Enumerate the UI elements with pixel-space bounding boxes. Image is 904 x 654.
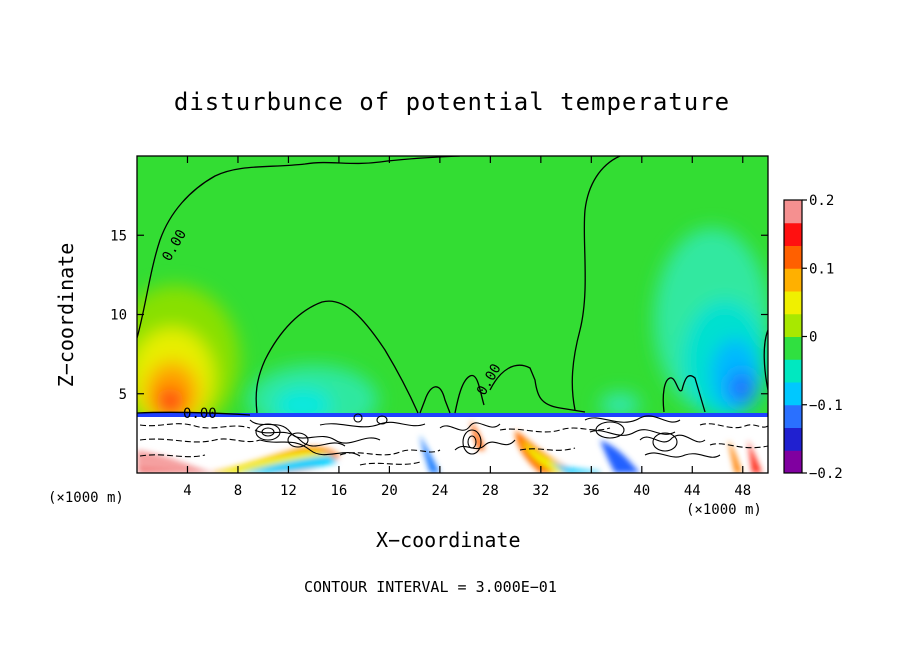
y-axis-label: Z−coordinate <box>54 242 78 388</box>
colorbar-swatch <box>784 268 802 292</box>
warm-lobe-left <box>137 285 240 435</box>
surface-layer <box>137 413 768 473</box>
x-tick-label: 44 <box>684 483 701 499</box>
colorbar-tick-label: −0.1 <box>809 398 843 414</box>
colorbar <box>783 199 803 474</box>
contour-label: 0.00 <box>183 406 217 422</box>
x-unit-label-right: (×1000 m) <box>686 502 762 518</box>
colorbar-swatch <box>784 450 802 474</box>
y-tick-label: 15 <box>110 228 127 244</box>
colorbar-tick-label: 0.1 <box>809 261 834 277</box>
colorbar-tick-label: −0.2 <box>809 466 843 482</box>
x-tick-label: 12 <box>280 483 297 499</box>
colorbar-swatch <box>784 291 802 315</box>
zero-contours <box>137 156 768 416</box>
x-tick-label: 20 <box>381 483 398 499</box>
x-tick-label: 28 <box>482 483 499 499</box>
colorbar-swatch <box>784 359 802 383</box>
colorbar-swatch <box>784 336 802 360</box>
colorbar-tick-label: 0 <box>809 330 817 346</box>
x-tick-label: 48 <box>734 483 751 499</box>
x-tick-label: 36 <box>583 483 600 499</box>
x-tick-label: 8 <box>234 483 242 499</box>
colorbar-axis: 0.2 0.1 0 −0.1 −0.2 <box>802 193 843 482</box>
colorbar-swatch <box>784 382 802 406</box>
y-axis: 5 10 15 <box>110 228 768 403</box>
colorbar-swatch <box>784 427 802 451</box>
colorbar-swatch <box>784 313 802 337</box>
x-axis-label: X−coordinate <box>376 528 521 552</box>
x-tick-label: 40 <box>633 483 650 499</box>
colorbar-swatch <box>784 404 802 428</box>
chart-title: disturbunce of potential temperature <box>173 88 731 116</box>
x-tick-label: 24 <box>431 483 448 499</box>
y-tick-label: 10 <box>110 308 127 324</box>
x-tick-label: 32 <box>532 483 549 499</box>
colorbar-tick-label: 0.2 <box>809 193 834 209</box>
contour-interval-text: CONTOUR INTERVAL = 3.000E−01 <box>304 578 557 596</box>
x-tick-label: 16 <box>330 483 347 499</box>
colorbar-swatch <box>784 200 802 224</box>
x-tick-label: 4 <box>183 483 191 499</box>
y-tick-label: 5 <box>119 387 127 403</box>
x-axis: 4 8 12 16 20 24 28 32 36 40 44 48 <box>183 156 751 499</box>
x-unit-label-left: (×1000 m) <box>48 490 124 506</box>
cool-lobe-right <box>654 228 768 420</box>
colorbar-swatch <box>784 245 802 269</box>
plot-area: 0.00 0.00 0.00 <box>137 156 768 473</box>
colorbar-swatch <box>784 222 802 246</box>
